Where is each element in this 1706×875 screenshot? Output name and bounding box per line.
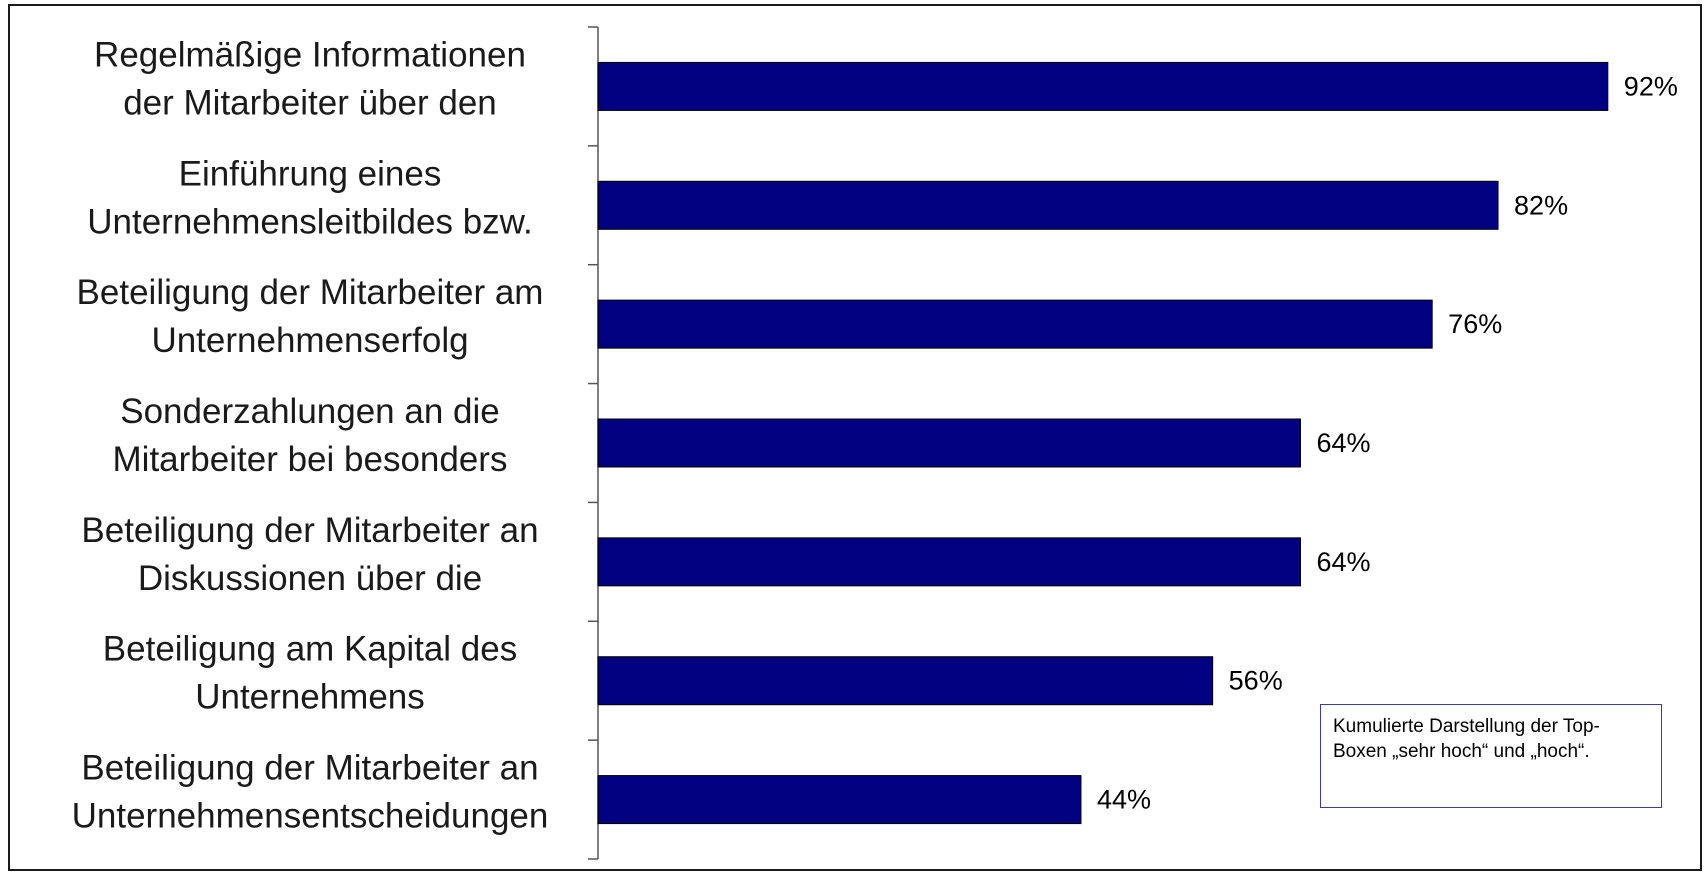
category-label-line: Unternehmens bbox=[195, 678, 425, 717]
bar bbox=[597, 299, 1433, 349]
category-label: Beteiligung der Mitarbeiter an Diskussion… bbox=[81, 511, 538, 598]
labels-layer: 92% Regelmäßige Informationen der Mitarbei… bbox=[72, 35, 1678, 835]
bar bbox=[597, 61, 1609, 111]
annotation-note: Kumulierte Darstellung der Top-Boxen „se… bbox=[1320, 704, 1662, 808]
category-label-line: Beteiligung der Mitarbeiter an bbox=[81, 511, 538, 550]
data-label: 82% bbox=[1514, 190, 1568, 220]
bar bbox=[597, 180, 1499, 230]
category-label-line: Mitarbeiter bei besonders bbox=[113, 440, 508, 479]
data-label: 56% bbox=[1229, 666, 1283, 696]
category-label-line: Regelmäßige Informationen bbox=[94, 35, 526, 74]
category-label-line: Beteiligung der Mitarbeiter an bbox=[81, 749, 538, 788]
axis-layer bbox=[588, 26, 599, 860]
bars-layer bbox=[597, 61, 1609, 825]
bar bbox=[597, 418, 1301, 468]
category-label-line: Sonderzahlungen an die bbox=[120, 392, 499, 431]
category-label-line: Beteiligung der Mitarbeiter am bbox=[77, 273, 544, 312]
category-label: Sonderzahlungen an die Mitarbeiter bei be… bbox=[113, 392, 508, 479]
category-label-line: der Mitarbeiter über den bbox=[123, 83, 497, 122]
category-label: Regelmäßige Informationen der Mitarbeiter… bbox=[94, 35, 526, 122]
data-label: 76% bbox=[1448, 309, 1502, 339]
category-label-line: Einführung eines bbox=[179, 154, 442, 193]
category-label: Beteiligung der Mitarbeiter an Unternehme… bbox=[72, 749, 549, 836]
bar bbox=[597, 537, 1301, 587]
category-label: Beteiligung am Kapital des Unternehmens bbox=[103, 630, 517, 717]
category-label-line: Unternehmensentscheidungen bbox=[72, 797, 549, 836]
category-label-line: Unternehmensleitbildes bzw. bbox=[87, 202, 533, 241]
data-label: 44% bbox=[1097, 785, 1151, 815]
data-label: 64% bbox=[1316, 428, 1370, 458]
category-label: Beteiligung der Mitarbeiter am Unternehme… bbox=[77, 273, 544, 360]
data-label: 92% bbox=[1624, 71, 1678, 101]
category-label-line: Diskussionen über die bbox=[138, 559, 482, 598]
category-label-line: Beteiligung am Kapital des bbox=[103, 630, 517, 669]
bar bbox=[597, 775, 1082, 825]
category-label-line: Unternehmenserfolg bbox=[151, 321, 468, 360]
category-label: Einführung eines Unternehmensleitbildes b… bbox=[87, 154, 533, 241]
bar bbox=[597, 656, 1214, 706]
data-label: 64% bbox=[1316, 547, 1370, 577]
